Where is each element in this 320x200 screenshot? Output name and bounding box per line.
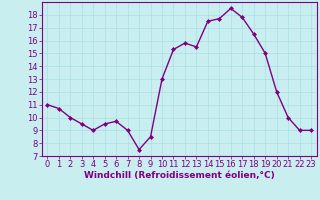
X-axis label: Windchill (Refroidissement éolien,°C): Windchill (Refroidissement éolien,°C) (84, 171, 275, 180)
